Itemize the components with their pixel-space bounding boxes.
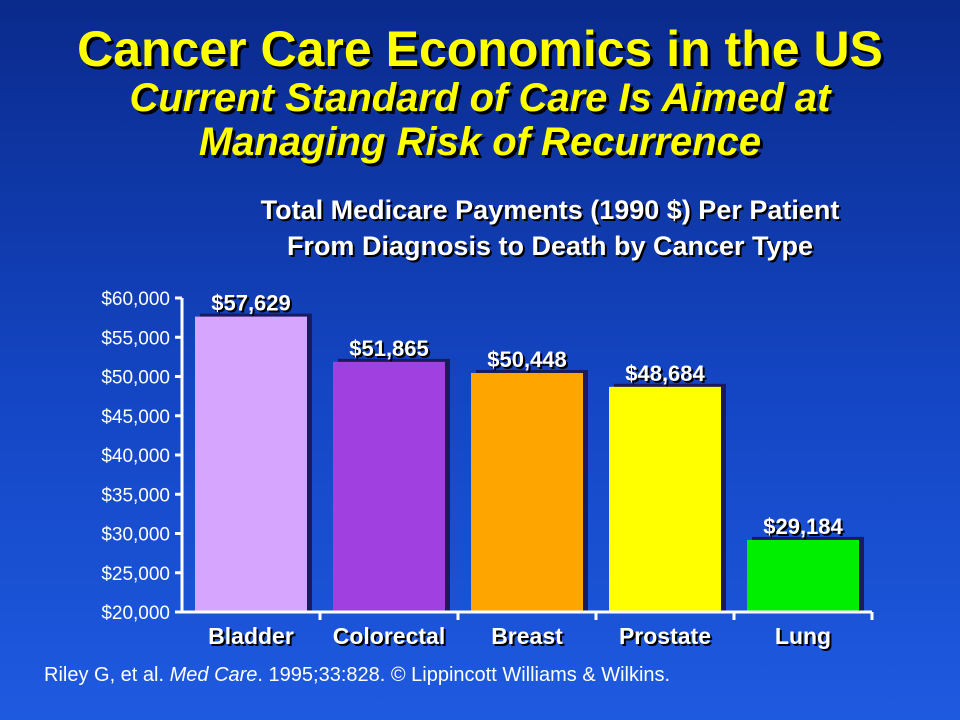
citation-author: Riley G, et al.: [44, 664, 165, 686]
data-label-shadow: $50,448: [489, 349, 569, 374]
bar-bladder: [195, 316, 307, 612]
data-label: $50,448: [487, 347, 567, 372]
citation-journal: Med Care: [169, 664, 258, 686]
data-label-shadow: $48,684: [627, 363, 707, 388]
y-tick-label: $40,000: [101, 446, 170, 467]
category-label-shadow: Prostate: [621, 625, 713, 651]
category-label-shadow: Breast: [493, 625, 565, 651]
category-label: Breast: [491, 623, 563, 649]
title-block: Cancer Care Economics in the US Current …: [0, 22, 960, 164]
chart-title-line2: From Diagnosis to Death by Cancer Type: [286, 231, 814, 261]
bar-lung: [747, 539, 859, 612]
y-tick-label: $45,000: [101, 407, 170, 428]
slide-title: Cancer Care Economics in the US: [77, 21, 883, 77]
data-label: $48,684: [625, 361, 705, 386]
y-tick-label: $30,000: [101, 525, 170, 546]
y-tick-label: $25,000: [101, 564, 170, 585]
slide-subtitle-line1: Current Standard of Care Is Aimed at: [129, 76, 831, 120]
bar-colorectal: [333, 361, 445, 612]
y-tick-label: $60,000: [101, 289, 170, 310]
data-label: $57,629: [211, 291, 291, 316]
y-tick-label: $55,000: [101, 328, 170, 349]
data-label: $29,184: [763, 514, 843, 539]
bar-breast: [471, 372, 583, 612]
citation-details: . 1995;33:828. © Lippincott Williams & W…: [257, 664, 671, 686]
data-label-shadow: $57,629: [213, 293, 293, 318]
data-label: $51,865: [349, 336, 429, 361]
category-label: Colorectal: [333, 623, 445, 649]
data-label-shadow: $51,865: [351, 338, 431, 363]
y-tick-label: $35,000: [101, 485, 170, 506]
category-label: Lung: [775, 623, 831, 649]
category-label: Bladder: [208, 623, 294, 649]
category-label: Prostate: [619, 623, 711, 649]
category-label-shadow: Bladder: [210, 625, 296, 651]
bar-prostate: [609, 386, 721, 612]
y-tick-label: $20,000: [101, 603, 170, 624]
category-label-shadow: Lung: [777, 625, 833, 651]
data-label-shadow: $29,184: [765, 516, 845, 541]
citation: Riley G, et al. Med Care. 1995;33:828. ©…: [44, 664, 670, 687]
chart-title-line1: Total Medicare Payments (1990 $) Per Pat…: [260, 195, 840, 225]
slide-subtitle-line2: Managing Risk of Recurrence: [198, 120, 762, 164]
category-label-shadow: Colorectal: [335, 625, 447, 651]
chart-title: Total Medicare Payments (1990 $) Per Pat…: [140, 192, 960, 264]
y-tick-label: $50,000: [101, 368, 170, 389]
